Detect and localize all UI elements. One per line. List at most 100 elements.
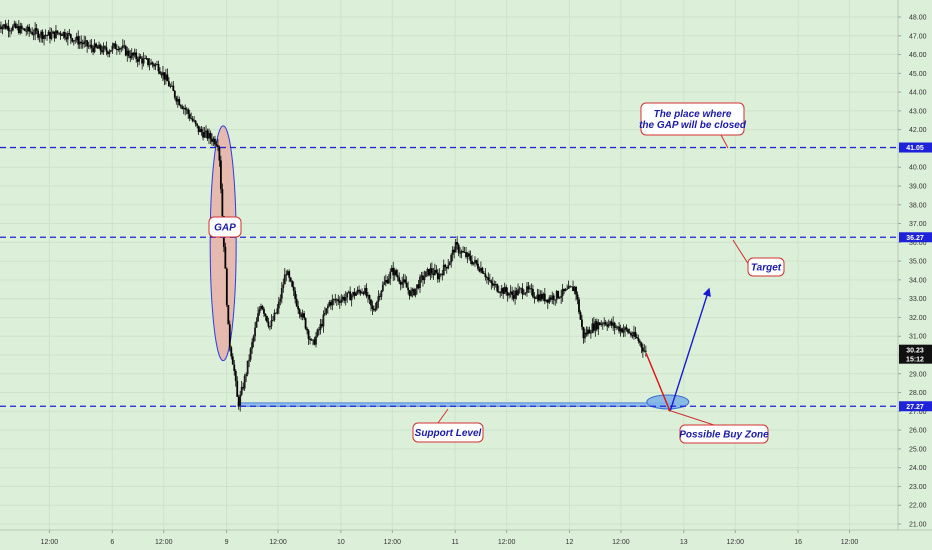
candle-body [199, 128, 201, 133]
candle-body [503, 287, 506, 294]
candle-body [383, 282, 386, 285]
candle-body [273, 312, 276, 321]
candle-body [34, 28, 37, 35]
candle-body [72, 40, 75, 42]
candle-body [332, 299, 335, 300]
candle-body [63, 32, 66, 38]
candle-body [454, 242, 457, 253]
candle-body [255, 321, 258, 328]
x-tick-label: 13 [680, 539, 688, 546]
candle-body [43, 35, 45, 39]
candle-body [643, 350, 646, 352]
y-tick-label: 39.00 [909, 184, 927, 191]
last-price-timer: 15:12 [906, 357, 924, 364]
callout-box-gap [208, 216, 242, 238]
candle-body [162, 72, 164, 76]
candle-body [609, 321, 612, 324]
candle-body [438, 274, 441, 280]
candle-body [25, 30, 28, 32]
candle-body [480, 267, 482, 272]
candle-body [315, 336, 317, 345]
candle-body [233, 364, 236, 372]
candle-body [416, 284, 418, 289]
candle-body [202, 132, 204, 138]
candle-body [283, 274, 286, 285]
candle-body [631, 335, 634, 337]
candle-body [133, 52, 136, 56]
candle-body [10, 30, 13, 32]
candle-body [615, 327, 618, 329]
level-badge [899, 142, 932, 153]
candle-body [230, 347, 233, 357]
x-tick-label: 11 [452, 539, 459, 546]
candle-body [484, 273, 487, 278]
candle-body [514, 290, 516, 299]
candle-body [169, 85, 172, 87]
candle-body [425, 271, 427, 277]
candle-body [396, 275, 399, 278]
x-tick-label: 10 [337, 539, 345, 546]
candle-body [508, 293, 511, 296]
candle-body [619, 328, 622, 332]
x-tick-label: 12:00 [269, 539, 287, 546]
candle-body [52, 31, 54, 34]
candle-body [350, 295, 353, 301]
last-price-badge [899, 344, 932, 364]
projection-down [645, 352, 671, 412]
candle-body [321, 324, 323, 327]
candle-body [289, 277, 292, 282]
candle-body [66, 33, 69, 40]
candle-body [184, 107, 187, 110]
candle-body [432, 273, 435, 276]
candle-body [101, 50, 103, 53]
callout-text-target: Target [751, 263, 782, 274]
y-tick-label: 29.00 [909, 371, 927, 378]
candle-body [436, 272, 439, 280]
candle-body [402, 279, 405, 283]
candle-body [4, 24, 7, 29]
candle-body [561, 288, 564, 296]
candle-body [563, 288, 566, 292]
candle-body [83, 41, 86, 45]
candle-body [22, 28, 25, 30]
candle-body [430, 268, 433, 274]
candle-body [578, 299, 580, 313]
candle-body [107, 51, 109, 55]
candle-body [353, 292, 356, 296]
candle-body [71, 38, 74, 42]
candle-body [627, 329, 629, 333]
candle-body [542, 293, 545, 300]
candle-body [78, 41, 81, 45]
y-tick-label: 36.00 [909, 240, 927, 247]
candle-body [595, 321, 598, 330]
candle-body [581, 319, 583, 327]
candle-body [343, 296, 346, 301]
candle-body [491, 283, 494, 286]
candle-body [41, 31, 44, 39]
candle-body [487, 277, 490, 281]
candle-body [640, 342, 643, 348]
candle-body [573, 286, 576, 292]
candle-body [276, 308, 279, 314]
candle-body [459, 252, 462, 254]
candle-body [237, 396, 240, 407]
candle-body [337, 299, 340, 302]
candle-body [151, 62, 154, 65]
candle-body [16, 26, 19, 28]
candle-body [292, 286, 295, 291]
candle-body [355, 293, 358, 296]
candle-body [115, 49, 118, 50]
candle-body [214, 138, 216, 145]
candle-body [313, 339, 316, 345]
candle-body [3, 24, 5, 27]
candle-body [215, 144, 218, 146]
candle-body [395, 270, 398, 276]
candle-body [530, 288, 533, 290]
candle-body [524, 292, 527, 294]
candle-body [194, 120, 197, 124]
candle-body [616, 326, 619, 328]
candle-body [624, 327, 626, 331]
candle-body [249, 348, 252, 360]
candle-body [509, 291, 512, 294]
candle-body [142, 58, 145, 64]
